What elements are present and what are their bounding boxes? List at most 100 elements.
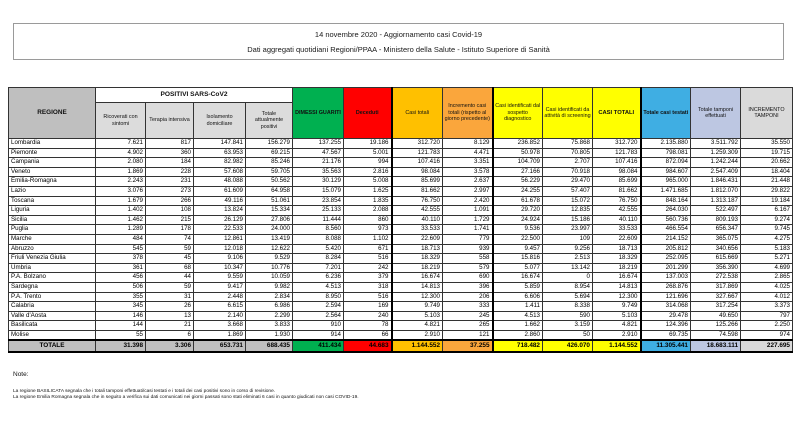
table-row: Basilicata 144 21 3.668 3.833 910 78 4.821 265 1.… — [8, 320, 793, 331]
cell: 98.084 — [390, 166, 443, 178]
cell: 19.715 — [740, 147, 793, 159]
cell: 560.736 — [639, 214, 691, 226]
cell: 2.865 — [740, 272, 793, 283]
cell: 51.061 — [245, 195, 293, 207]
cell: 590 — [542, 310, 593, 322]
cell: 0 — [542, 272, 593, 283]
cell: 18.404 — [740, 166, 793, 178]
cell: 31 — [145, 291, 194, 303]
cell: 6.167 — [740, 205, 793, 216]
cell: 24.255 — [491, 185, 543, 197]
cell: 33.533 — [592, 224, 641, 235]
cell: 81.662 — [390, 185, 443, 197]
cell: 356.390 — [690, 262, 741, 274]
cell: 4.902 — [95, 147, 146, 159]
cell: 121.783 — [592, 147, 641, 159]
cell: 8.338 — [542, 301, 593, 312]
cell: 312.720 — [390, 138, 443, 149]
cell: 522.497 — [690, 205, 741, 216]
table-row: Valle d'Aosta 146 13 2.140 2.299 2.564 240 5.10… — [8, 310, 793, 322]
cell: 4.699 — [740, 262, 793, 274]
cell: 18.219 — [592, 262, 641, 274]
cell: 1.091 — [442, 205, 493, 216]
cell: 9.536 — [491, 224, 543, 235]
cell: 6 — [145, 329, 194, 341]
totale-cell: 227.695 — [740, 339, 793, 353]
col-header-regione: REGIONE — [8, 87, 96, 139]
cell: 268.876 — [639, 281, 691, 293]
cell: 5.694 — [542, 291, 593, 303]
table-row: Abruzzo 545 59 12.018 12.622 5.420 671 18.713 93… — [8, 243, 793, 255]
cell: 12.861 — [193, 233, 246, 245]
cell: 59 — [145, 281, 194, 293]
cell: 178 — [145, 224, 194, 235]
cell: 690 — [442, 272, 493, 283]
cell: 48.088 — [193, 176, 246, 187]
totale-label: TOTALE — [8, 339, 96, 353]
cell: 22.500 — [491, 233, 543, 245]
cell: 798.081 — [639, 147, 691, 159]
cell: 9.559 — [193, 272, 246, 283]
cell: 50.978 — [491, 147, 543, 159]
cell: 2.088 — [343, 205, 392, 216]
table-row: Sardegna 506 59 9.417 9.982 4.513 318 14.813 396… — [8, 281, 793, 293]
cell: 144 — [95, 320, 146, 331]
cell: 361 — [95, 262, 146, 274]
cell: 64.958 — [245, 185, 293, 197]
region-name: Toscana — [8, 195, 96, 207]
cell: 12.835 — [542, 205, 593, 216]
cell: 15.079 — [292, 185, 344, 197]
cell: 14.813 — [390, 281, 443, 293]
cell: 201.299 — [639, 262, 691, 274]
note-line-emilia-romagna: La regione Emilia Romagna segnala che in… — [13, 394, 359, 400]
cell: 146 — [95, 310, 146, 322]
cell: 910 — [292, 320, 344, 331]
cell: 22.609 — [592, 233, 641, 245]
cell: 558 — [442, 253, 493, 264]
cell: 78 — [343, 320, 392, 331]
table-row: Lombardia 7.621 817 147.841 156.279 137.255 19… — [8, 138, 793, 149]
cell: 63.953 — [193, 147, 246, 159]
bulletin-subtitle: Dati aggregati quotidiani Regioni/PPAA -… — [247, 44, 550, 54]
cell: 75.868 — [542, 138, 593, 149]
cell: 59 — [145, 243, 194, 255]
region-name: Sicilia — [8, 214, 96, 226]
cell: 29.822 — [740, 185, 793, 197]
cell: 9.749 — [592, 301, 641, 312]
cell: 1.411 — [491, 301, 543, 312]
cell: 15.186 — [542, 214, 593, 226]
cell: 236.852 — [491, 138, 543, 149]
cell: 333 — [442, 301, 493, 312]
cell: 85.699 — [390, 176, 443, 187]
cell: 355 — [95, 291, 146, 303]
cell: 273 — [145, 185, 194, 197]
cell: 466.554 — [639, 224, 691, 235]
cell: 516 — [343, 253, 392, 264]
cell: 4.025 — [740, 281, 793, 293]
cell: 49.116 — [193, 195, 246, 207]
cell: 6.236 — [292, 272, 344, 283]
cell: 184 — [145, 157, 194, 168]
region-name: Basilicata — [8, 320, 96, 331]
cell: 2.250 — [740, 320, 793, 331]
cell: 16.674 — [390, 272, 443, 283]
cell: 2.997 — [442, 185, 493, 197]
cell: 7.201 — [292, 262, 344, 274]
col-header-dimessi-guariti: DIMESSI GUARITI — [292, 87, 344, 139]
cell: 365.075 — [690, 233, 741, 245]
cell: 21.176 — [292, 157, 344, 168]
cell: 6.606 — [491, 291, 543, 303]
cell: 125.266 — [690, 320, 741, 331]
cell: 1.242.244 — [690, 157, 741, 168]
totale-cell: 411.434 — [292, 339, 344, 353]
totale-cell: 3.306 — [145, 339, 194, 353]
cell: 974 — [740, 329, 793, 341]
cell: 12.018 — [193, 243, 246, 255]
region-name: Piemonte — [8, 147, 96, 159]
cell: 12.300 — [390, 291, 443, 303]
cell: 23.997 — [542, 224, 593, 235]
cell: 240 — [343, 310, 392, 322]
cell: 76.750 — [592, 195, 641, 207]
cell: 817 — [145, 138, 194, 149]
cell: 2.135.880 — [639, 138, 691, 149]
